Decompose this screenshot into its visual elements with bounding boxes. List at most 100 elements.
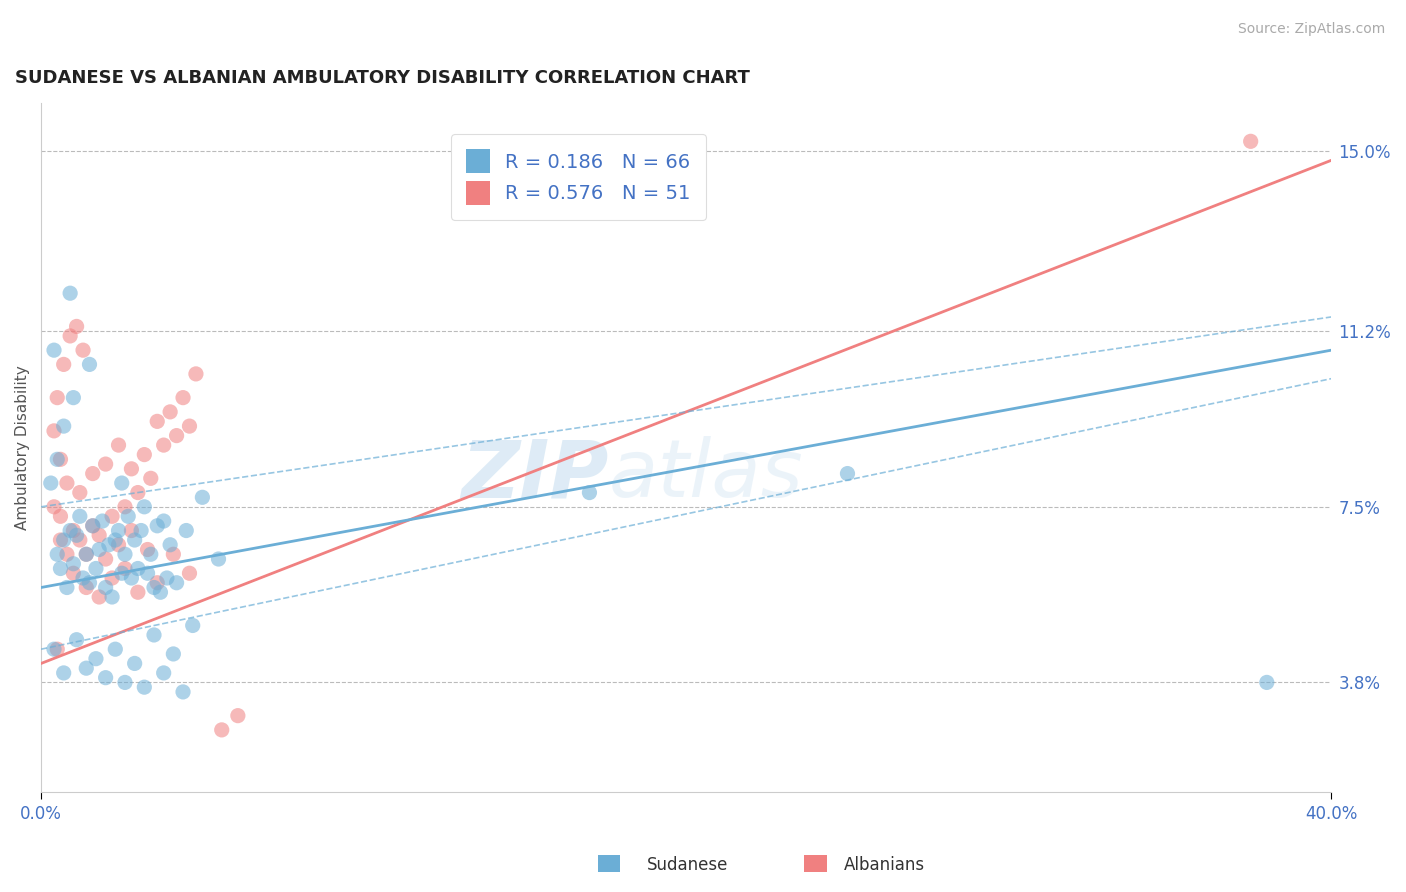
Point [149,585,172,599]
Point [111,566,134,581]
Point [97,538,120,552]
Point [114,547,136,561]
Point [62,391,84,405]
Point [65,528,87,542]
Point [837,467,859,481]
Point [104,642,127,657]
Point [179,419,201,434]
Point [143,581,166,595]
Point [162,647,184,661]
Point [59,524,82,538]
Text: atlas: atlas [609,436,804,514]
Point [117,509,139,524]
Point [59,286,82,301]
Point [49,561,72,575]
Point [152,514,174,528]
Point [114,561,136,575]
Point [107,538,129,552]
Point [94,671,117,685]
Point [94,581,117,595]
Point [107,438,129,452]
Point [134,448,156,462]
Point [120,571,142,585]
Point [162,547,184,561]
Point [124,657,146,671]
Point [69,485,91,500]
Point [46,547,69,561]
Y-axis label: Ambulatory Disability: Ambulatory Disability [15,365,30,530]
Point [211,723,233,737]
Text: Sudanese: Sudanese [647,856,728,874]
Point [89,528,111,542]
Point [111,476,134,491]
Text: ZIP: ZIP [461,436,609,514]
Point [120,524,142,538]
Point [52,665,75,680]
Point [56,476,79,491]
Point [82,467,104,481]
Point [159,405,181,419]
Legend: R = 0.186   N = 66, R = 0.576   N = 51: R = 0.186 N = 66, R = 0.576 N = 51 [451,134,706,220]
Point [179,566,201,581]
Point [46,642,69,657]
Point [46,391,69,405]
Point [101,590,124,604]
Point [46,452,69,467]
Point [107,524,129,538]
Point [226,708,249,723]
Text: SUDANESE VS ALBANIAN AMBULATORY DISABILITY CORRELATION CHART: SUDANESE VS ALBANIAN AMBULATORY DISABILI… [15,69,751,87]
Point [120,462,142,476]
Point [69,533,91,547]
Point [139,547,162,561]
Point [166,428,188,442]
Point [89,542,111,557]
Point [94,552,117,566]
Point [156,571,179,585]
Point [152,438,174,452]
Point [143,628,166,642]
Point [75,547,97,561]
Point [146,575,169,590]
Point [166,575,188,590]
Point [49,509,72,524]
Point [1256,675,1278,690]
Point [42,424,65,438]
Point [181,618,204,632]
Point [139,471,162,485]
Point [65,632,87,647]
Point [127,561,149,575]
Point [52,419,75,434]
Point [56,581,79,595]
Point [152,665,174,680]
Point [62,524,84,538]
Point [136,566,159,581]
Point [84,651,107,665]
Point [191,491,214,505]
Point [84,561,107,575]
Point [134,500,156,514]
Point [127,485,149,500]
Point [207,552,229,566]
Point [62,566,84,581]
Point [104,533,127,547]
Point [578,485,600,500]
Point [49,533,72,547]
Point [172,685,194,699]
Point [52,533,75,547]
Text: Albanians: Albanians [844,856,925,874]
Point [79,358,101,372]
Point [65,319,87,334]
Point [42,642,65,657]
Point [114,675,136,690]
Point [114,500,136,514]
Point [79,575,101,590]
Point [159,538,181,552]
Point [134,680,156,694]
Point [72,343,94,358]
Text: Source: ZipAtlas.com: Source: ZipAtlas.com [1237,22,1385,37]
Point [1240,134,1263,148]
Point [101,509,124,524]
Point [174,524,197,538]
Point [69,509,91,524]
Point [39,476,62,491]
